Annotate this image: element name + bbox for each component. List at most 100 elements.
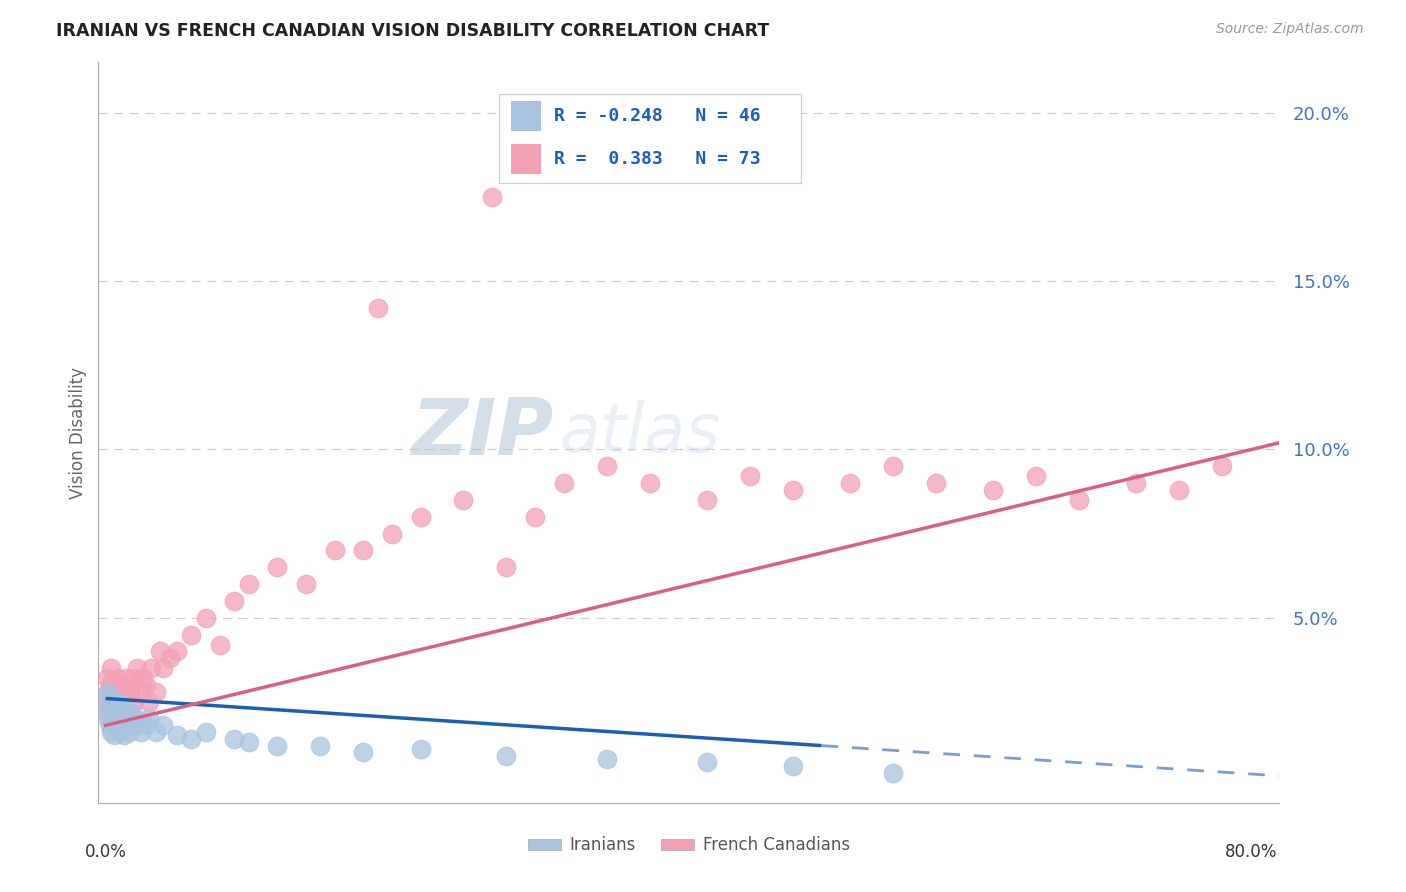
Point [138, 695, 160, 709]
Point [180, 627, 202, 641]
Point [98, 718, 121, 732]
Point [495, 748, 517, 763]
Point [107, 685, 129, 699]
Point [882, 459, 904, 474]
Point [105, 705, 128, 719]
Point [266, 739, 288, 753]
Point [138, 712, 160, 726]
Text: ZIP: ZIP [411, 394, 553, 471]
Point [122, 718, 145, 732]
Point [839, 476, 862, 491]
Point [112, 729, 135, 743]
Point [110, 698, 132, 713]
Point [96, 695, 118, 709]
Point [149, 644, 172, 658]
Point [101, 695, 124, 709]
Point [103, 712, 125, 726]
Point [104, 718, 127, 732]
Text: R = -0.248   N = 46: R = -0.248 N = 46 [554, 107, 761, 125]
Point [145, 685, 167, 699]
Point [96, 671, 118, 685]
Point [111, 695, 134, 709]
Point [159, 651, 181, 665]
Point [224, 594, 246, 608]
Point [224, 731, 246, 746]
Point [266, 560, 288, 574]
Point [97, 685, 120, 699]
Point [117, 712, 139, 726]
Point [238, 735, 260, 749]
Point [98, 718, 121, 732]
Point [238, 577, 260, 591]
Point [108, 712, 131, 726]
Point [101, 718, 124, 732]
Text: 80.0%: 80.0% [1225, 843, 1277, 861]
Point [107, 705, 129, 719]
Text: 0.0%: 0.0% [84, 843, 127, 861]
Point [101, 705, 124, 719]
Point [98, 691, 121, 706]
Point [105, 695, 128, 709]
Point [100, 705, 122, 719]
FancyBboxPatch shape [512, 101, 541, 131]
Point [107, 718, 129, 732]
Point [409, 509, 432, 524]
Point [120, 705, 142, 719]
Point [129, 685, 152, 699]
Point [145, 725, 167, 739]
Point [209, 638, 232, 652]
Point [120, 712, 142, 726]
Point [121, 671, 143, 685]
Text: atlas: atlas [560, 400, 720, 466]
Point [1168, 483, 1191, 497]
Point [152, 718, 174, 732]
Point [115, 718, 138, 732]
Point [111, 714, 134, 729]
Point [115, 695, 138, 709]
Point [108, 691, 131, 706]
Point [481, 190, 503, 204]
Point [882, 765, 904, 780]
Point [135, 678, 157, 692]
Point [97, 712, 120, 726]
Point [981, 483, 1004, 497]
Point [553, 476, 575, 491]
Point [925, 476, 948, 491]
Point [110, 678, 132, 692]
Point [104, 712, 127, 726]
Point [194, 610, 217, 624]
Point [595, 459, 617, 474]
Point [352, 543, 374, 558]
Point [295, 577, 318, 591]
Point [132, 671, 155, 685]
Point [131, 725, 153, 739]
Point [141, 661, 163, 675]
Point [1125, 476, 1147, 491]
Point [524, 509, 547, 524]
Point [352, 745, 374, 759]
Point [166, 729, 188, 743]
Point [1211, 459, 1233, 474]
Point [782, 483, 804, 497]
Point [118, 685, 141, 699]
Point [103, 701, 125, 715]
Point [166, 644, 188, 658]
Point [114, 705, 136, 719]
Point [105, 671, 128, 685]
Point [1025, 469, 1047, 483]
Text: IRANIAN VS FRENCH CANADIAN VISION DISABILITY CORRELATION CHART: IRANIAN VS FRENCH CANADIAN VISION DISABI… [56, 22, 769, 40]
Point [638, 476, 661, 491]
Point [1067, 492, 1090, 507]
Point [100, 661, 122, 675]
Y-axis label: Vision Disability: Vision Disability [69, 367, 87, 499]
Point [696, 756, 718, 770]
Point [97, 685, 120, 699]
Point [103, 729, 125, 743]
Point [108, 725, 131, 739]
Point [367, 301, 389, 315]
Text: Source: ZipAtlas.com: Source: ZipAtlas.com [1216, 22, 1364, 37]
Point [323, 543, 346, 558]
Point [409, 742, 432, 756]
Point [101, 685, 124, 699]
Point [97, 705, 120, 719]
